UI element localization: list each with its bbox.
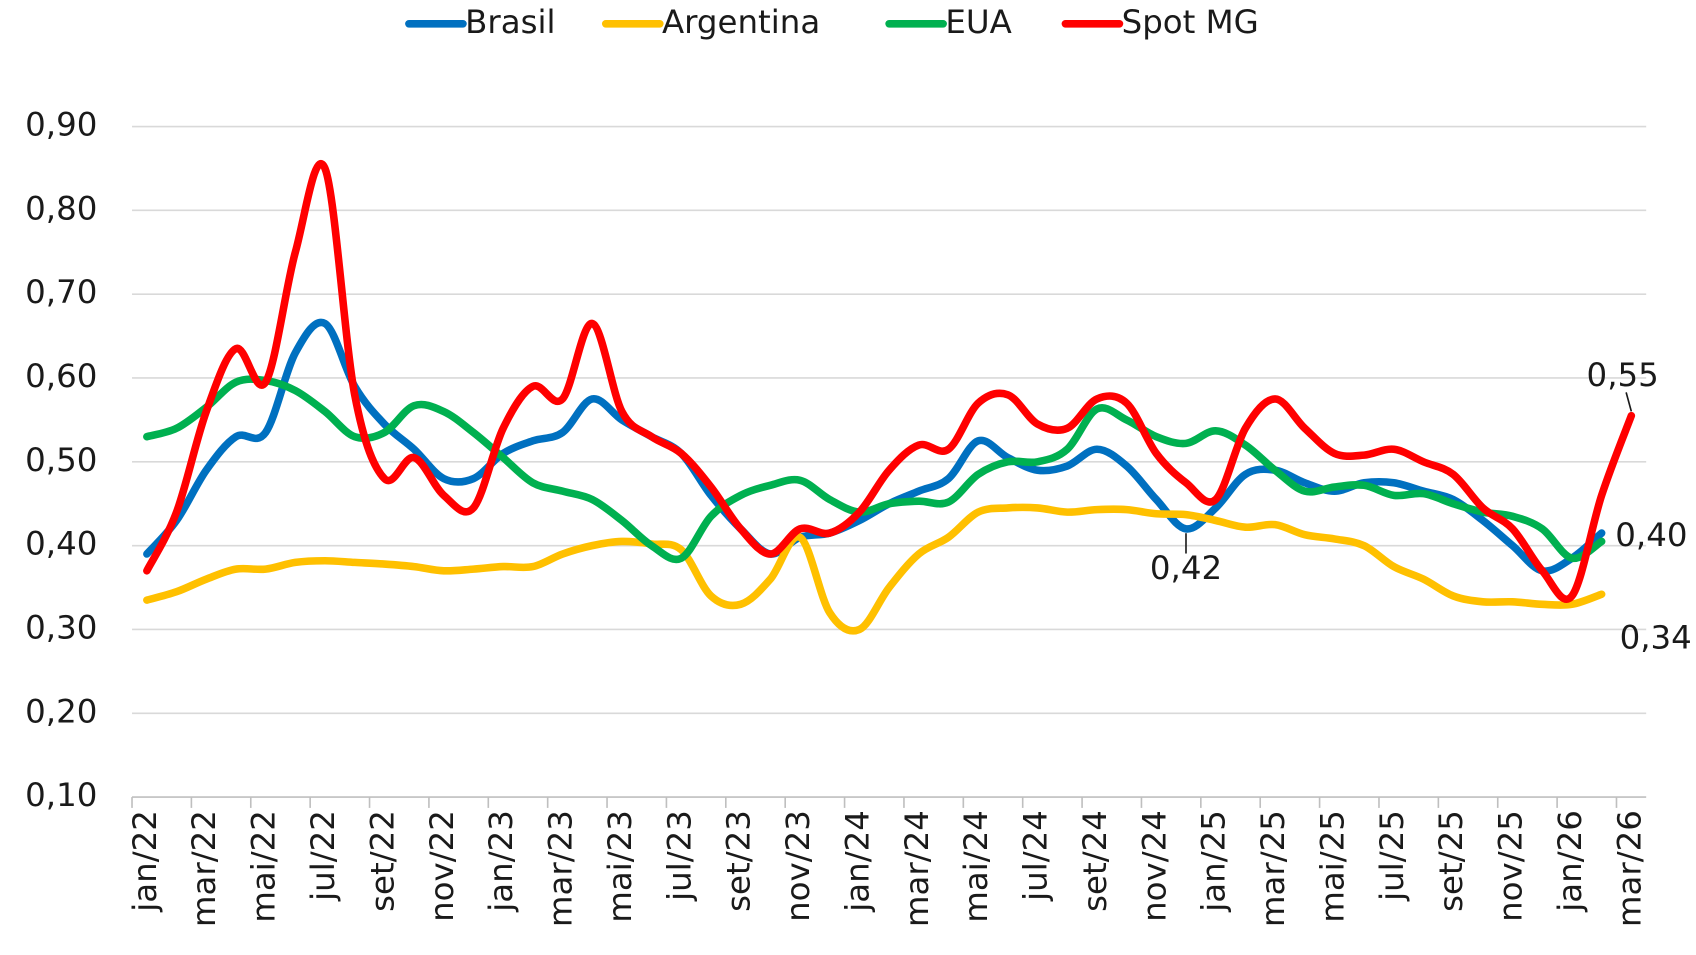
x-tick-label: mar/23 <box>542 810 580 927</box>
x-tick-label: jan/22 <box>126 810 164 913</box>
legend-label: Argentina <box>662 3 820 41</box>
x-tick-label: mai/24 <box>957 810 995 923</box>
x-tick-label: mai/22 <box>245 810 283 923</box>
x-tick-label: set/25 <box>1432 810 1470 912</box>
x-tick-label: jul/22 <box>304 810 342 902</box>
legend-label: EUA <box>945 3 1011 41</box>
y-tick-label: 0,90 <box>25 106 97 144</box>
y-tick-label: 0,70 <box>25 273 97 311</box>
x-tick-label: jul/25 <box>1373 810 1411 902</box>
data-label: 0,34 <box>1620 619 1692 657</box>
legend-label: Spot MG <box>1122 3 1259 41</box>
label-leader <box>1625 392 1633 412</box>
y-tick-label: 0,30 <box>25 608 97 646</box>
data-label: 0,55 <box>1587 356 1659 394</box>
series-line <box>143 503 1606 635</box>
y-tick-label: 0,40 <box>25 525 97 563</box>
x-tick-label: nov/23 <box>779 810 817 922</box>
x-tick-label: mar/22 <box>185 810 223 927</box>
x-tick-label: set/23 <box>720 810 758 912</box>
data-label: 0,40 <box>1615 516 1687 554</box>
legend-label: Brasil <box>465 3 555 41</box>
y-tick-label: 0,10 <box>25 776 97 814</box>
x-tick-label: mar/24 <box>898 810 936 927</box>
y-tick-label: 0,80 <box>25 189 97 227</box>
x-tick-label: mai/23 <box>601 810 639 923</box>
series-line <box>143 160 1636 603</box>
x-tick-label: mar/26 <box>1610 810 1648 927</box>
x-tick-label: set/22 <box>363 810 401 912</box>
x-tick-label: set/24 <box>1076 810 1114 912</box>
y-tick-label: 0,50 <box>25 441 97 479</box>
y-tick-label: 0,20 <box>25 692 97 730</box>
x-tick-label: mai/25 <box>1313 810 1351 923</box>
x-tick-label: nov/24 <box>1135 810 1173 922</box>
x-tick-label: jul/24 <box>1017 810 1055 902</box>
x-tick-label: nov/22 <box>423 810 461 922</box>
x-tick-label: nov/25 <box>1492 810 1530 922</box>
x-tick-label: jan/25 <box>1195 810 1233 913</box>
x-tick-label: jan/24 <box>838 810 876 913</box>
x-tick-label: mar/25 <box>1254 810 1292 927</box>
x-tick-label: jan/23 <box>482 810 520 913</box>
x-tick-label: jul/23 <box>660 810 698 902</box>
y-tick-label: 0,60 <box>25 357 97 395</box>
data-label: 0,42 <box>1150 549 1222 587</box>
x-tick-label: jan/26 <box>1551 810 1589 913</box>
series-line <box>143 375 1606 564</box>
